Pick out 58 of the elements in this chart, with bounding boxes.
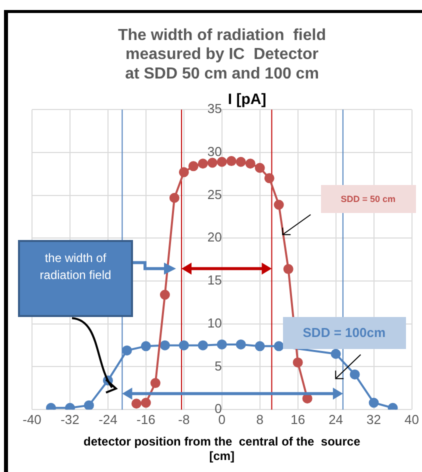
point bbox=[207, 158, 218, 168]
x-tick-label: 8 bbox=[256, 412, 264, 427]
series-label: SDD = 100cm bbox=[302, 325, 386, 340]
point bbox=[198, 340, 208, 350]
point bbox=[292, 357, 303, 368]
point bbox=[283, 264, 294, 274]
point bbox=[188, 161, 198, 172]
x-tick-label: -32 bbox=[60, 412, 80, 427]
x-tick-label: 16 bbox=[290, 412, 306, 427]
x-tick-label: 32 bbox=[366, 412, 382, 427]
point bbox=[254, 341, 265, 352]
point bbox=[150, 378, 160, 388]
y-tick-label: 5 bbox=[214, 358, 222, 374]
point bbox=[216, 156, 227, 167]
y-tick-label: 15 bbox=[207, 272, 222, 288]
annotation: the width of radiation field bbox=[40, 251, 112, 282]
x-tick-label: -24 bbox=[98, 412, 118, 427]
y-tick-label: 0 bbox=[214, 401, 222, 416]
point bbox=[178, 167, 189, 178]
point bbox=[388, 402, 398, 410]
x-tick-label: -40 bbox=[22, 412, 42, 427]
point bbox=[236, 339, 246, 350]
point bbox=[216, 339, 227, 350]
point bbox=[140, 341, 151, 352]
x-tick-label: -8 bbox=[178, 412, 190, 427]
y-tick-label: 30 bbox=[207, 144, 222, 160]
point bbox=[140, 398, 151, 408]
point bbox=[46, 402, 56, 410]
point bbox=[368, 398, 379, 408]
point bbox=[160, 290, 170, 300]
point bbox=[64, 402, 75, 410]
y-tick-label: 10 bbox=[207, 315, 222, 330]
point bbox=[226, 156, 236, 166]
y-tick-label: 20 bbox=[207, 230, 222, 245]
x-tick-label: 24 bbox=[328, 412, 344, 427]
point bbox=[350, 369, 360, 380]
point bbox=[169, 192, 180, 203]
text: SDD = 50 cm bbox=[340, 194, 396, 204]
y-axis-title: I [pA] bbox=[228, 91, 266, 108]
point bbox=[160, 340, 170, 350]
point bbox=[264, 173, 274, 184]
y-tick-label: 25 bbox=[207, 186, 222, 202]
point bbox=[178, 340, 189, 350]
point bbox=[84, 400, 94, 410]
x-tick-label: -16 bbox=[136, 412, 156, 427]
x-tick-label: 40 bbox=[404, 412, 420, 427]
point bbox=[254, 162, 265, 173]
point bbox=[274, 200, 284, 210]
point bbox=[274, 341, 284, 352]
x-axis-title: detector position from the central of the source [cm] bbox=[84, 434, 361, 464]
point bbox=[198, 158, 208, 169]
point bbox=[122, 345, 132, 356]
y-tick-label: 35 bbox=[207, 101, 222, 116]
point bbox=[330, 348, 341, 359]
chart-title: The width of radiation field measured by IC Detector at SDD 50 cm and 100 cm bbox=[118, 27, 326, 82]
point bbox=[236, 156, 246, 167]
point bbox=[131, 398, 142, 409]
point bbox=[245, 158, 256, 169]
